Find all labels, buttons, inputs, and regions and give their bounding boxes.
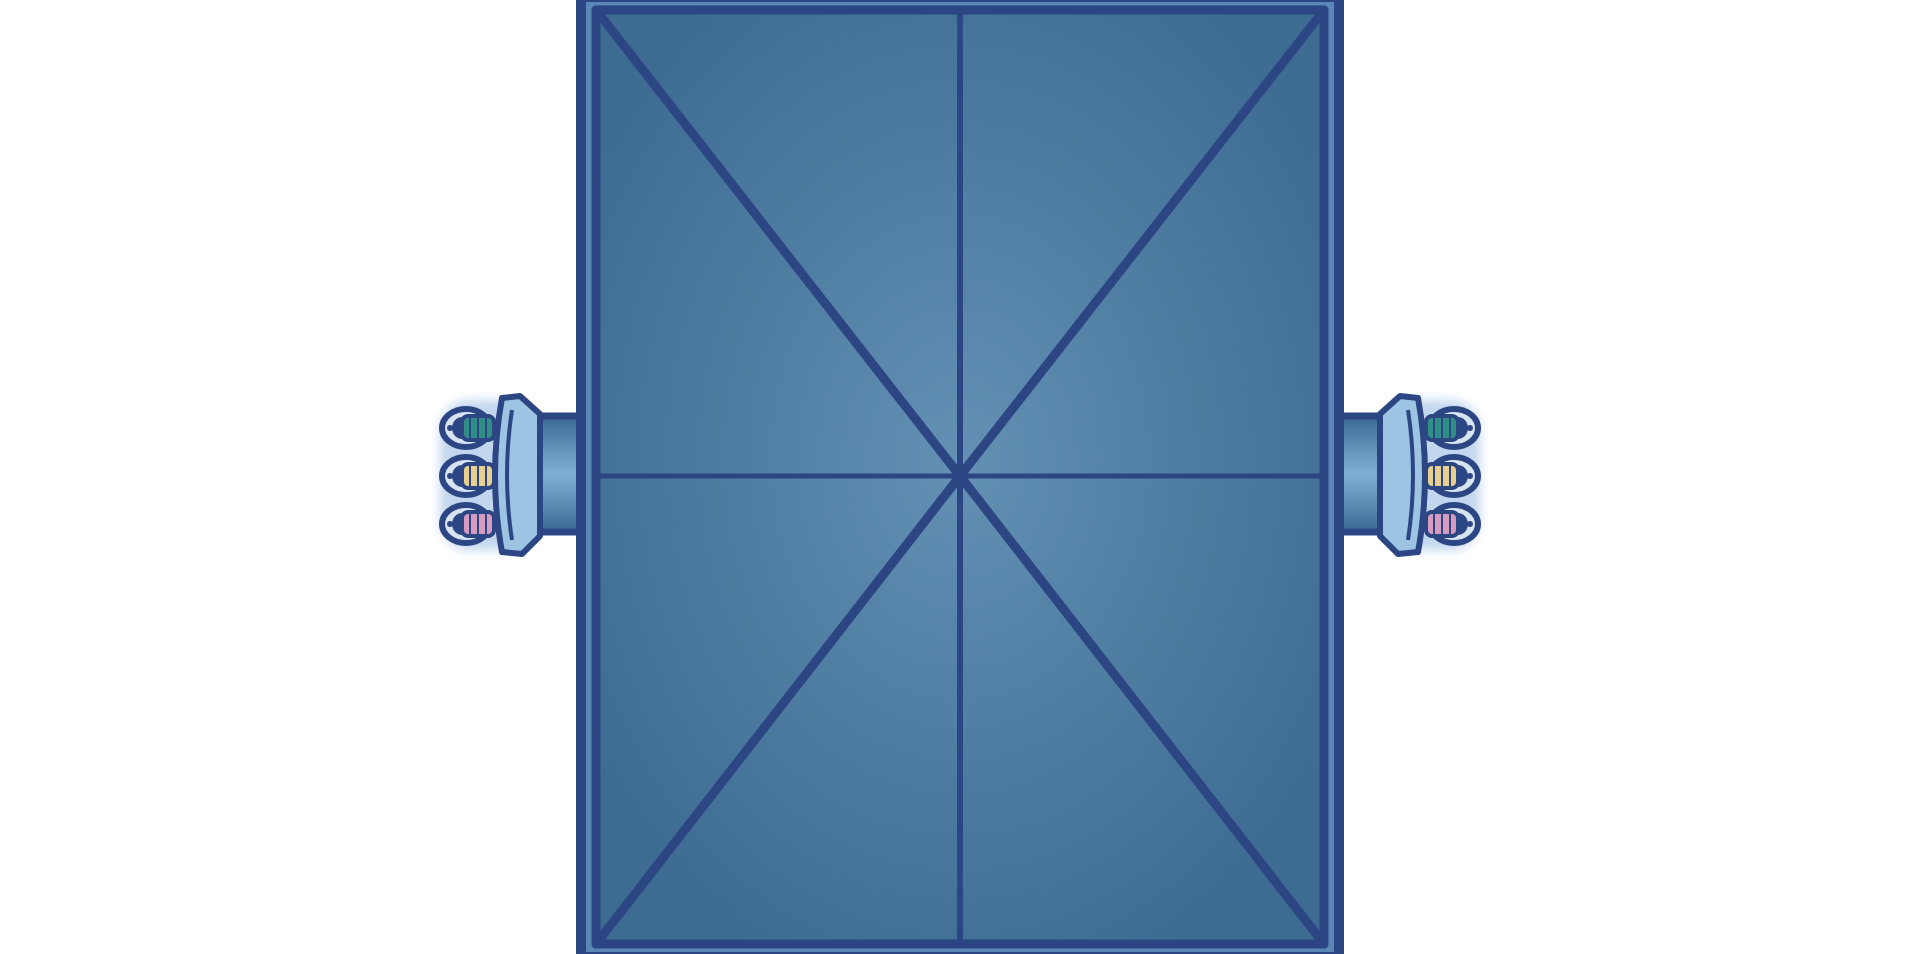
roof-diagonal-ridge (955, 471, 1329, 949)
coupling-pink (1424, 502, 1481, 546)
coupling-yellow (439, 454, 496, 498)
coupling-bolt (1467, 521, 1473, 527)
pipe-flange-inner (505, 409, 514, 541)
connector-left[interactable] (439, 393, 584, 557)
roof-diagonal-ridge (591, 471, 965, 949)
pyramid-roof-icon[interactable] (576, 0, 1344, 954)
connector-right[interactable] (1336, 393, 1481, 557)
coupling-bolt (447, 425, 453, 431)
coupling-bolt (1467, 473, 1473, 479)
pipe-flange (492, 393, 543, 557)
coupling-yellow (1424, 454, 1481, 498)
coupling-pink (439, 502, 496, 546)
roof-apex (952, 468, 968, 484)
coupling-bolt (447, 473, 453, 479)
pipe-connector-icon (1336, 393, 1481, 557)
coupling-bolt (447, 521, 453, 527)
pipe-connector-icon (439, 393, 584, 557)
coupling-teal (1424, 406, 1481, 450)
pipe-flange (1377, 393, 1428, 557)
coupling-teal (439, 406, 496, 450)
pipe-flange-inner (1406, 409, 1415, 541)
coupling-bolt (1467, 425, 1473, 431)
roof-diagonal-ridge (591, 5, 965, 481)
roof-ridge-lines (591, 5, 1329, 949)
roof-diagonal-ridge (955, 5, 1329, 481)
roof-outline (591, 5, 1329, 949)
